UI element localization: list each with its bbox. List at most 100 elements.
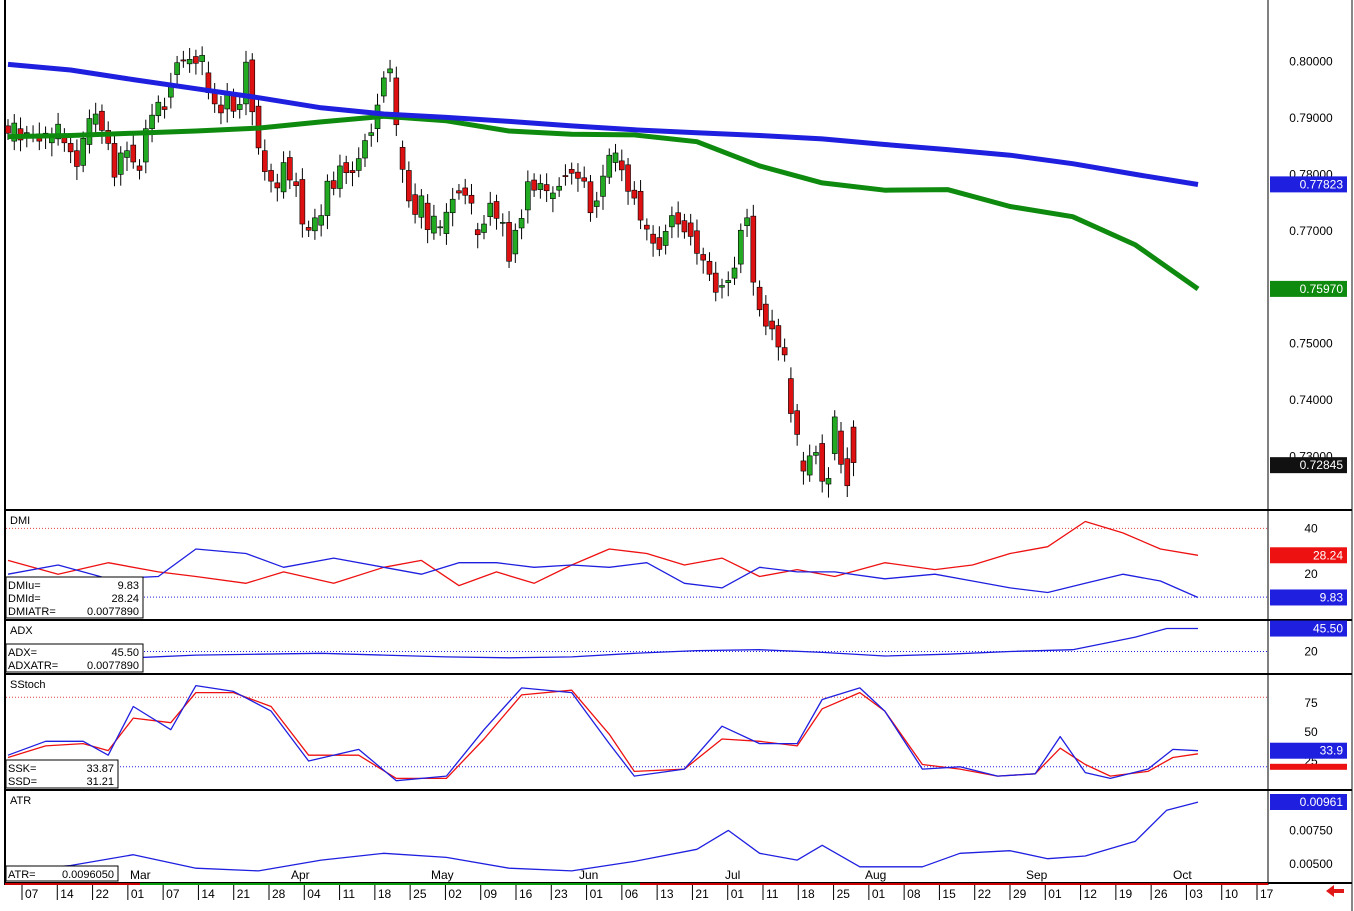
candle-body: [806, 455, 813, 476]
price-tag-box: [1270, 280, 1347, 297]
candle-body: [637, 191, 644, 221]
candle-body: [831, 416, 838, 454]
sstoch-title: SStoch: [10, 679, 45, 691]
sstoch-readout-label: SSD=: [8, 776, 37, 788]
dmi-readout-value: 9.83: [118, 580, 139, 592]
sstoch-readout-box: [5, 759, 119, 789]
candle-body: [719, 285, 725, 288]
atr-tag: 0.00961: [1300, 795, 1344, 809]
candle-body: [268, 170, 274, 182]
x-day-label: 29: [1013, 887, 1027, 901]
candle-body: [180, 59, 187, 62]
candle-body: [299, 179, 306, 225]
sstoch-readout-value: 31.21: [86, 776, 114, 788]
sstoch-d-line: [7, 689, 1199, 780]
candle-body: [349, 170, 356, 174]
adx-line: [7, 627, 1198, 660]
x-month-label: Oct: [1173, 868, 1192, 882]
moving-average-mid: [7, 113, 1200, 291]
candle-body: [274, 182, 281, 189]
candle-body: [512, 229, 519, 255]
candle-body: [531, 179, 537, 191]
x-day-label: 01: [731, 887, 745, 901]
candle-body: [343, 162, 350, 174]
x-day-label: 06: [625, 887, 639, 901]
price-panel: 0.800000.790000.780000.770000.760000.750…: [5, 46, 1352, 511]
candle-body: [437, 226, 443, 229]
candle-body: [155, 101, 162, 117]
candle-body: [650, 233, 656, 244]
candle-body: [324, 180, 331, 216]
dmi-readout-label: DMIATR=: [8, 606, 56, 618]
candle-body: [161, 106, 168, 110]
dmi-y-tick: 20: [1304, 567, 1318, 581]
x-month-label: Jun: [579, 868, 598, 882]
candle-body: [368, 132, 375, 136]
candle-body: [456, 190, 462, 194]
candle-body: [499, 222, 506, 224]
sstoch-readout-label: SSK=: [8, 763, 36, 775]
adx-readout-label: ADX=: [8, 647, 37, 659]
candle-body: [261, 150, 268, 172]
x-day-label: 04: [307, 887, 321, 901]
candle-body: [318, 215, 324, 226]
candle-body: [644, 224, 650, 230]
candle-body: [249, 59, 256, 113]
candle-body: [656, 237, 663, 250]
candle-body: [731, 267, 738, 279]
x-day-label: 25: [837, 887, 851, 901]
candle-body: [380, 77, 387, 97]
x-day-label: 19: [1119, 887, 1133, 901]
price-tag-box: [1270, 457, 1347, 474]
candle-body: [481, 223, 487, 233]
dmi-readout-value: 0.0077890: [87, 606, 139, 618]
price-tag: 0.72845: [1300, 458, 1344, 472]
sstoch-y-tick: 50: [1304, 725, 1318, 739]
candle-body: [600, 175, 606, 197]
sstoch-k-line: [7, 684, 1199, 782]
candle-body: [537, 183, 544, 190]
price-y-tick: 0.75000: [1289, 337, 1333, 351]
x-day-label: 09: [484, 887, 498, 901]
candle-body: [199, 55, 205, 62]
adx-tag-box: [1270, 620, 1347, 637]
candle-body: [92, 113, 99, 125]
candle-body: [193, 56, 199, 64]
dmi-panel: 40 20 DMI DMIu= 9.83 DMId= 28.24 DMIATR= 0.00778…: [5, 515, 1352, 621]
candle-body: [756, 286, 763, 311]
candle-body: [725, 280, 732, 283]
candle-body: [593, 200, 600, 207]
x-day-label: 01: [1048, 887, 1062, 901]
candle-body: [142, 128, 149, 163]
x-month-label: Apr: [291, 868, 310, 882]
candle-body: [99, 110, 105, 131]
atr-line: [7, 801, 1199, 872]
candle-body: [625, 164, 631, 192]
x-day-label: 22: [96, 887, 110, 901]
x-day-label: 21: [237, 887, 251, 901]
candle-body: [124, 150, 130, 158]
candle-body: [712, 272, 719, 293]
x-day-label: 07: [166, 887, 180, 901]
dmi-readout-label: DMId=: [8, 593, 41, 605]
candle-body: [550, 192, 556, 199]
candle-body: [111, 143, 118, 178]
candle-body: [662, 231, 669, 246]
price-tag: 0.75970: [1300, 282, 1344, 296]
candle-body: [694, 230, 700, 254]
x-day-label: 07: [25, 887, 39, 901]
candle-body: [387, 68, 393, 74]
candle-body: [675, 212, 681, 225]
sstoch-tag: 33.9: [1320, 744, 1344, 758]
candle-body: [362, 140, 368, 159]
candle-body: [86, 118, 93, 145]
candle-body: [669, 215, 675, 228]
x-month-label: Sep: [1026, 868, 1048, 882]
atr-y-tick: 0.00750: [1289, 823, 1333, 837]
candle-body: [431, 215, 437, 234]
x-day-label: 25: [413, 887, 427, 901]
x-day-label: 12: [1084, 887, 1098, 901]
